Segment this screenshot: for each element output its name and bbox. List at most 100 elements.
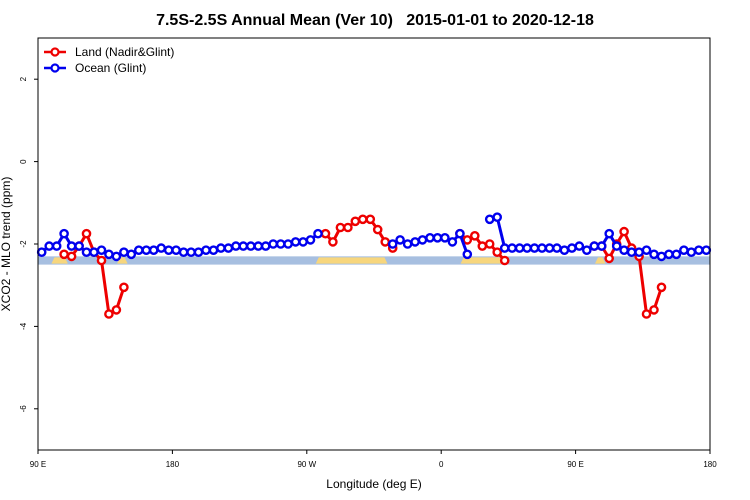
series-1-point-2-28 — [694, 245, 704, 255]
series-1-point-2-24 — [664, 249, 674, 260]
legend-marker-land — [50, 47, 60, 57]
series-1-point-0-32 — [275, 239, 286, 249]
y-axis-ticks: 2 0 -2 -4 -6 — [19, 76, 38, 412]
series-1-point-1-6 — [432, 232, 443, 243]
series-1-point-0-33 — [283, 239, 293, 249]
series-1-point-1-5 — [425, 232, 435, 243]
land-mask-4 — [595, 257, 606, 264]
series-1-point-2-25 — [671, 249, 682, 260]
series-1-point-2-12 — [574, 241, 585, 251]
series-1-point-1-3 — [410, 237, 420, 247]
series-1-point-0-28 — [245, 241, 256, 251]
legend: Land (Nadir&Glint) Ocean (Glint) — [44, 45, 174, 75]
series-1-point-2-16 — [604, 228, 615, 239]
y-tick-label-3: -4 — [19, 322, 28, 330]
plot-area — [36, 212, 712, 319]
series-1-point-0-21 — [193, 247, 204, 257]
series-1-point-0-0 — [36, 247, 47, 257]
legend-marker-ocean — [50, 63, 60, 73]
series-0-point-0-1 — [66, 251, 77, 262]
legend-label-land: Land (Nadir&Glint) — [75, 45, 174, 59]
series-1-point-2-4 — [514, 243, 525, 253]
series-0-point-1-1 — [328, 237, 338, 247]
series-1-point-2-9 — [552, 243, 562, 253]
y-tick-label-0: 2 — [19, 76, 28, 81]
series-1-point-2-15 — [596, 241, 607, 251]
y-axis-label: XCO2 - MLO trend (ppm) — [0, 177, 13, 312]
land-mask-3 — [460, 257, 507, 264]
series-0-point-2-3 — [477, 241, 488, 251]
series-1-point-0-8 — [96, 245, 107, 255]
series-0-point-1-5 — [357, 214, 368, 225]
series-1-point-2-18 — [619, 245, 629, 255]
series-0-point-1-3 — [343, 222, 353, 233]
series-1-point-0-14 — [141, 245, 152, 255]
series-1-point-2-17 — [611, 241, 622, 251]
series-0-point-0-6 — [104, 309, 114, 319]
series-0-point-3-9 — [656, 282, 667, 293]
series-1-point-2-29 — [701, 245, 712, 255]
series-1-point-0-9 — [104, 249, 114, 260]
series-1-point-0-35 — [298, 237, 308, 247]
series-0-point-2-1 — [462, 235, 473, 245]
series-1-point-0-12 — [126, 249, 137, 260]
series-0-point-1-2 — [335, 222, 346, 233]
series-0-point-1-6 — [365, 214, 376, 225]
series-0-point-2-2 — [469, 230, 480, 241]
series-1-point-2-13 — [582, 245, 592, 255]
series-1-point-0-25 — [223, 243, 234, 253]
series-1-point-2-14 — [589, 241, 600, 251]
series-0-point-1-4 — [350, 216, 361, 227]
series-1-point-2-3 — [507, 243, 517, 253]
series-1-point-0-11 — [119, 247, 129, 257]
series-1-point-0-1 — [44, 241, 55, 251]
series-1-point-1-8 — [447, 237, 458, 247]
y-tick-label-4: -6 — [19, 405, 28, 413]
series-1-point-0-23 — [208, 245, 219, 255]
series-1-point-2-20 — [634, 247, 644, 257]
legend-label-ocean: Ocean (Glint) — [75, 61, 146, 75]
series-1-point-1-0 — [387, 239, 398, 249]
x-axis-label: Longitude (deg E) — [326, 477, 421, 491]
series-1-point-2-7 — [537, 243, 547, 253]
series-1-point-0-29 — [253, 241, 264, 251]
series-1-point-0-18 — [171, 245, 181, 255]
series-0-point-0-8 — [119, 282, 129, 293]
series-1-point-0-5 — [74, 241, 84, 251]
series-1-point-0-27 — [238, 241, 249, 251]
series-0-point-2-4 — [484, 239, 495, 249]
series-1-point-0-13 — [133, 245, 144, 255]
series-0-point-1-7 — [372, 224, 383, 235]
series-1-point-0-22 — [201, 245, 211, 255]
series-1-point-1-10 — [462, 249, 473, 260]
series-0-point-0-3 — [81, 228, 92, 239]
x-tick-label-2: 90 W — [297, 460, 316, 469]
y-tick-label-2: -2 — [19, 240, 28, 248]
series-1-point-0-37 — [313, 228, 323, 239]
x-tick-label-0: 90 E — [30, 460, 46, 469]
series-1-point-0-3 — [59, 228, 69, 239]
series-1-point-2-22 — [649, 249, 659, 260]
series-1-point-1-7 — [440, 232, 450, 243]
series-0-point-0-7 — [111, 305, 122, 315]
x-tick-label-4: 90 E — [567, 460, 583, 469]
series-1-point-0-34 — [290, 237, 301, 247]
x-tick-label-3: 0 — [439, 460, 444, 469]
series-0-point-3-8 — [649, 305, 659, 315]
series-1 — [36, 212, 712, 262]
series-1-point-0-4 — [66, 241, 77, 251]
series-0-point-1-8 — [380, 237, 391, 247]
land-mask-2 — [315, 257, 388, 264]
series-1-point-0-19 — [178, 247, 189, 257]
series-1-point-0-31 — [268, 239, 279, 249]
series-1-point-1-1 — [395, 235, 405, 245]
series-1-point-2-5 — [522, 243, 532, 253]
y-tick-label-1: 0 — [19, 159, 28, 164]
series-0-point-2-5 — [492, 247, 503, 257]
series-0-point-3-4 — [619, 226, 629, 237]
series-1-point-0-26 — [231, 241, 241, 251]
x-tick-label-1: 180 — [166, 460, 180, 469]
series-0-point-3-2 — [604, 253, 615, 264]
series-1-point-2-11 — [567, 243, 577, 253]
series-1-point-2-23 — [656, 251, 667, 262]
